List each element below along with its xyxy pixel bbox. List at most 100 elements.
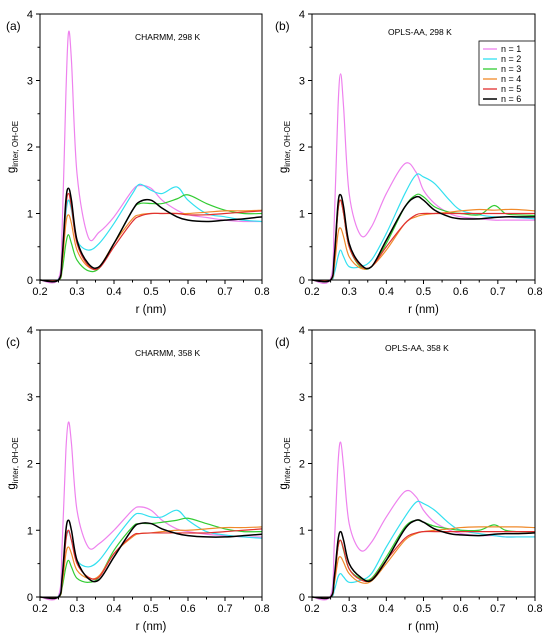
series-line-n5 (311, 530, 535, 599)
x-tick-label: 0.4 (379, 286, 394, 298)
panel-title: CHARMM, 298 K (135, 32, 201, 42)
x-tick-label: 0.5 (143, 286, 158, 298)
series-line-n5 (311, 199, 535, 283)
y-tick-label: 3 (299, 392, 305, 404)
y-axis-title-sub: inter, OH-OE (11, 121, 20, 167)
y-tick-label: 2 (299, 459, 305, 471)
x-tick-label: 0.7 (490, 603, 505, 615)
x-tick-label: 0.6 (180, 603, 195, 615)
y-axis-title-main: g (6, 167, 18, 173)
series-line-n3 (39, 517, 263, 599)
y-axis-title: ginter, OH-OE (6, 121, 20, 173)
x-tick-label: 0.7 (490, 286, 505, 298)
series-line-n1 (311, 441, 535, 601)
x-tick-label: 0.7 (217, 286, 232, 298)
series-line-n5 (39, 192, 263, 283)
x-tick-label: 0.2 (304, 603, 319, 615)
panel-label: (c) (6, 335, 20, 349)
x-tick-label: 0.3 (342, 603, 357, 615)
y-axis-title-sub: inter, OH-OE (283, 121, 292, 167)
y-tick-label: 3 (299, 76, 305, 88)
y-tick-label: 0 (27, 592, 33, 604)
series-line-n1 (39, 30, 263, 284)
legend-label-n1: n = 1 (501, 44, 521, 54)
panel-title: OPLS-AA, 298 K (388, 27, 452, 37)
legend: n = 1n = 2n = 3n = 4n = 5n = 6 (478, 40, 536, 106)
y-tick-label: 4 (27, 325, 33, 337)
x-tick-label: 0.7 (217, 603, 232, 615)
x-tick-label: 0.6 (453, 603, 468, 615)
x-tick-label: 0.5 (143, 603, 158, 615)
chart-panel-3: 0.2 0.3 0.4 0.5 0.6 0.7 0.8 0 1 2 3 4 r (nm) ginter, … (6, 325, 270, 633)
x-tick-label: 0.2 (32, 286, 47, 298)
x-tick-label: 0.5 (416, 286, 431, 298)
series-line-n2 (311, 173, 536, 282)
x-tick-label: 0.2 (304, 286, 319, 298)
panel-label: (b) (275, 19, 290, 33)
y-tick-label: 1 (27, 209, 33, 221)
panel-label: (a) (6, 19, 21, 33)
x-tick-label: 0.4 (106, 603, 121, 615)
y-tick-label: 0 (299, 592, 305, 604)
chart-panel-1: 0.2 0.3 0.4 0.5 0.6 0.7 0.8 0 1 2 3 4 r (nm) ginter, … (6, 9, 270, 316)
series-line-n6 (39, 187, 263, 283)
y-tick-label: 2 (27, 142, 33, 154)
x-axis-title: r (nm) (136, 621, 167, 633)
y-axis-title-sub: inter, OH-OE (283, 437, 292, 483)
legend-label-n2: n = 2 (501, 54, 521, 64)
y-axis-title-sub: inter, OH-OE (11, 437, 20, 483)
series-line-n4 (311, 526, 536, 599)
series-line-n6 (311, 519, 536, 600)
x-axis-title: r (nm) (136, 304, 167, 316)
y-tick-label: 3 (27, 76, 33, 88)
x-tick-label: 0.3 (342, 286, 357, 298)
y-axis-title: ginter, OH-OE (278, 121, 292, 173)
y-tick-label: 4 (299, 9, 305, 21)
legend-box (478, 40, 536, 106)
series-line-n3 (311, 193, 536, 283)
series-line-n6 (311, 193, 535, 283)
y-axis-title-main: g (278, 167, 290, 173)
x-tick-label: 0.8 (527, 603, 542, 615)
x-tick-label: 0.3 (69, 286, 84, 298)
y-tick-label: 0 (27, 275, 33, 287)
x-tick-label: 0.4 (106, 286, 121, 298)
x-tick-label: 0.4 (379, 603, 394, 615)
chart-panel-4: 0.2 0.3 0.4 0.5 0.6 0.7 0.8 0 1 2 3 4 r (nm) ginter, … (275, 325, 543, 633)
y-tick-label: 0 (299, 275, 305, 287)
panel-title: CHARMM, 358 K (135, 348, 201, 358)
x-tick-label: 0.2 (32, 603, 47, 615)
legend-label-n5: n = 5 (501, 84, 521, 94)
y-tick-label: 1 (27, 525, 33, 537)
y-tick-label: 4 (27, 9, 33, 21)
y-tick-label: 2 (27, 459, 33, 471)
y-axis-title-main: g (6, 483, 18, 489)
series-line-n5 (39, 528, 263, 599)
legend-label-n4: n = 4 (501, 74, 521, 84)
x-tick-label: 0.8 (254, 603, 269, 615)
panel-label: (d) (275, 335, 290, 349)
panel-title: OPLS-AA, 358 K (385, 343, 449, 353)
y-tick-label: 3 (27, 392, 33, 404)
series-line-n1 (39, 421, 263, 601)
series-line-n4 (39, 209, 263, 282)
legend-label-n6: n = 6 (501, 94, 521, 104)
chart-panel-2: 0.2 0.3 0.4 0.5 0.6 0.7 0.8 0 1 2 3 4 r (nm) ginter, … (275, 9, 543, 316)
x-tick-label: 0.6 (453, 286, 468, 298)
y-axis-title: ginter, OH-OE (278, 437, 292, 489)
x-tick-label: 0.3 (69, 603, 84, 615)
y-tick-label: 4 (299, 325, 305, 337)
plot-frame (39, 13, 263, 281)
y-axis-title: ginter, OH-OE (6, 437, 20, 489)
x-axis-title: r (nm) (408, 621, 439, 633)
x-axis-title: r (nm) (408, 304, 439, 316)
legend-label-n3: n = 3 (501, 64, 521, 74)
x-tick-label: 0.8 (527, 286, 542, 298)
series-line-n1 (311, 73, 535, 285)
y-tick-label: 2 (299, 142, 305, 154)
y-tick-label: 1 (299, 209, 305, 221)
y-tick-label: 1 (299, 525, 305, 537)
series-line-n3 (39, 194, 263, 282)
x-tick-label: 0.5 (416, 603, 431, 615)
